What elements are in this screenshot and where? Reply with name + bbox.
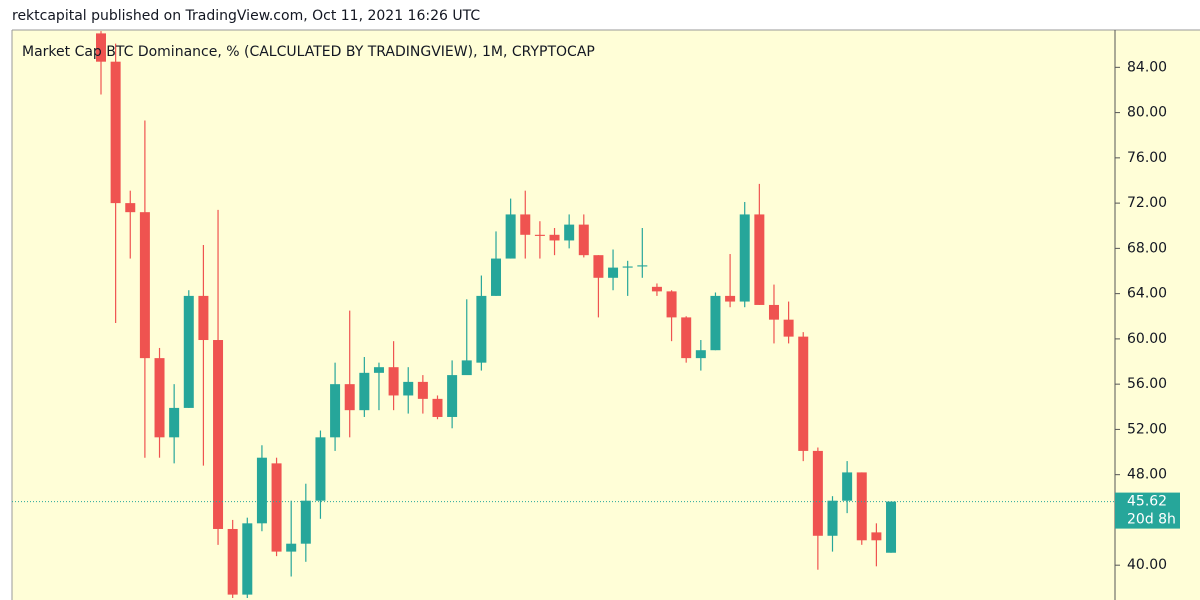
- y-tick-label: 72.00: [1127, 195, 1167, 211]
- candle-body: [213, 340, 224, 529]
- chart-title: Market Cap BTC Dominance, % (CALCULATED …: [22, 44, 595, 60]
- candle-body: [798, 336, 809, 451]
- countdown: 20d 8h: [1127, 512, 1176, 528]
- candle-body: [432, 398, 443, 417]
- y-tick-label: 40.00: [1127, 557, 1167, 573]
- candle-body: [256, 457, 267, 524]
- header-bar: [0, 0, 1200, 30]
- candle-body: [812, 450, 823, 536]
- y-tick-label: 76.00: [1127, 150, 1167, 166]
- candle-body: [125, 203, 136, 213]
- header: rektcapital published on TradingView.com…: [12, 8, 480, 24]
- candle-body: [403, 381, 414, 396]
- y-tick-label: 80.00: [1127, 105, 1167, 121]
- candle-body: [271, 463, 282, 552]
- y-tick-label: 52.00: [1127, 421, 1167, 437]
- y-tick-label: 64.00: [1127, 286, 1167, 302]
- y-tick-label: 68.00: [1127, 240, 1167, 256]
- candle-body: [608, 267, 619, 278]
- candle-body: [491, 258, 502, 296]
- candle-body: [198, 295, 209, 341]
- candle-body: [578, 224, 589, 256]
- candle-body: [783, 319, 794, 337]
- candle-body: [666, 291, 677, 318]
- candle-body: [871, 532, 882, 541]
- candle-body: [344, 384, 355, 411]
- plot-area: [12, 30, 1200, 600]
- candle-body: [227, 528, 238, 595]
- candle-body: [286, 543, 297, 552]
- candle-body: [842, 472, 853, 501]
- last-price: 45.62: [1127, 494, 1167, 510]
- candle-body: [388, 367, 399, 396]
- candles: [96, 31, 897, 598]
- candle-body: [549, 234, 560, 241]
- y-tick-label: 60.00: [1127, 331, 1167, 347]
- candle-body: [359, 372, 370, 411]
- candle-body: [300, 500, 311, 544]
- candle-body: [768, 304, 779, 320]
- candle-body: [710, 295, 721, 351]
- candle-body: [183, 295, 194, 408]
- y-tick-label: 84.00: [1127, 59, 1167, 75]
- candle-body: [505, 214, 516, 259]
- candle-body: [695, 350, 706, 359]
- candle-body: [139, 212, 150, 359]
- candle-body: [373, 367, 384, 373]
- candle-body: [417, 381, 428, 399]
- candle-body: [754, 214, 765, 305]
- candle-body: [315, 437, 326, 501]
- candle-body: [96, 33, 106, 62]
- y-tick-label: 48.00: [1127, 467, 1167, 483]
- candle-body: [681, 317, 692, 359]
- candle-body: [534, 234, 545, 236]
- candle-body: [827, 500, 838, 536]
- y-tick-label: 56.00: [1127, 376, 1167, 392]
- candle-body: [886, 501, 897, 553]
- candle-body: [520, 214, 531, 235]
- candle-body: [593, 255, 604, 278]
- candle-body: [651, 286, 662, 292]
- candle-body: [725, 295, 736, 302]
- candle-body: [856, 472, 867, 541]
- candle-body: [447, 375, 458, 417]
- candle-body: [154, 358, 165, 438]
- price-label-box: [1115, 492, 1180, 529]
- candle-body: [110, 61, 121, 204]
- candle-body: [169, 407, 180, 438]
- candle-body: [330, 384, 341, 438]
- candle-body: [637, 265, 648, 267]
- candle-body: [564, 224, 575, 241]
- candle-body: [476, 295, 487, 363]
- candle-body: [461, 360, 472, 376]
- candle-body: [739, 214, 750, 302]
- candle-body: [242, 523, 253, 595]
- candle-body: [622, 266, 633, 268]
